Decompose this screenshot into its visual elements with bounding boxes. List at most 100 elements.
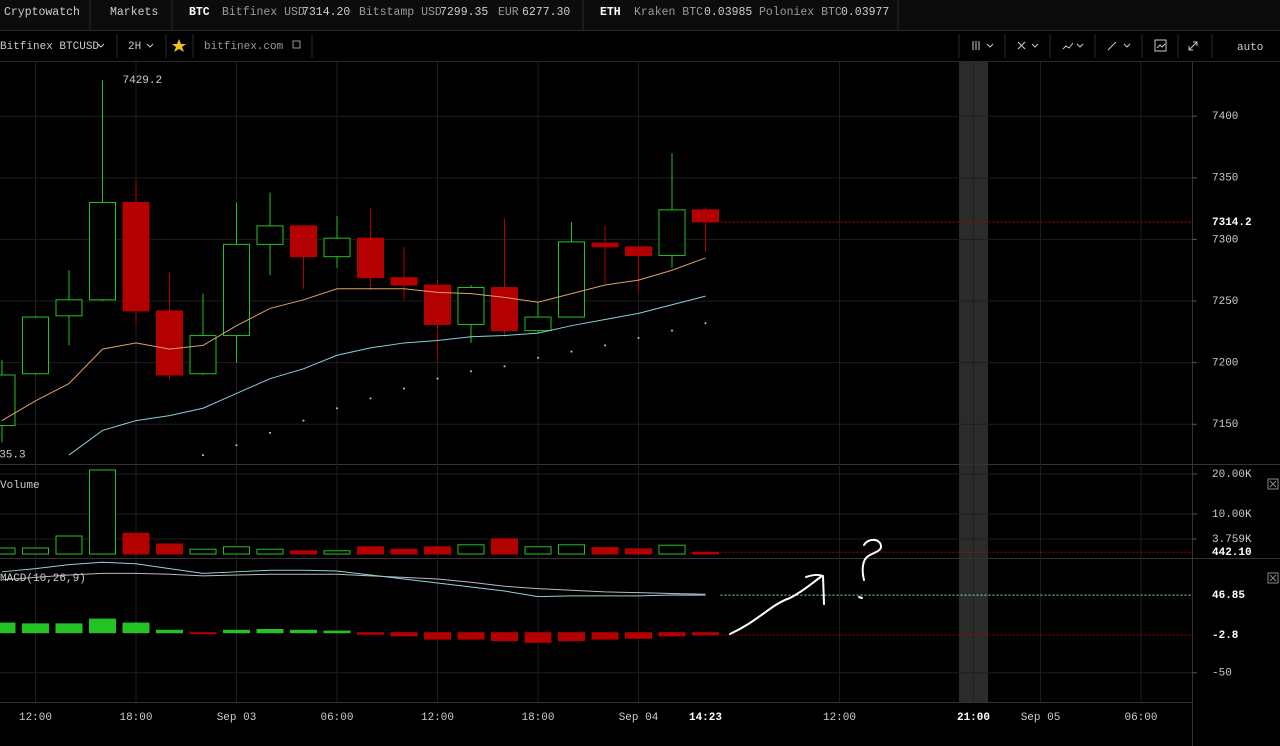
- sar-dot: [336, 407, 338, 410]
- y-tick-label: 10.00K: [1212, 509, 1252, 521]
- x-tick-label: 18:00: [521, 712, 554, 724]
- macd-histogram-bar: [357, 632, 384, 635]
- toolbar-icons[interactable]: [958, 34, 1213, 58]
- macd-histogram-bar: [692, 632, 719, 636]
- candle-body: [22, 316, 49, 375]
- exchange[interactable]: Kraken BTC: [634, 6, 703, 19]
- tab[interactable]: Markets: [110, 6, 158, 19]
- macd-histogram-bar: [591, 632, 619, 640]
- x-tick-label: 06:00: [1124, 712, 1157, 724]
- volume-bar: [122, 532, 150, 555]
- candle-body: [189, 335, 217, 375]
- scale-mode[interactable]: auto: [1237, 42, 1263, 54]
- volume-bar: [625, 548, 652, 555]
- sar-dot: [269, 431, 271, 434]
- macd-histogram-bar: [22, 623, 49, 634]
- last-value-label: -2.8: [1212, 630, 1239, 642]
- group-label[interactable]: ETH: [600, 6, 621, 19]
- sar-dot: [470, 370, 472, 373]
- volume-bar: [323, 550, 351, 555]
- tab-separators: [89, 0, 899, 30]
- candle-body: [558, 241, 585, 318]
- signal-line: [1, 572, 706, 595]
- x-tick-label: 21:00: [957, 712, 990, 724]
- y-tick-label: 20.00K: [1212, 469, 1252, 481]
- pair-select[interactable]: Bitfinex BTCUSD: [0, 41, 99, 53]
- volume-bar: [290, 550, 317, 555]
- sar-dot: [570, 350, 573, 353]
- sar-dot: [235, 444, 238, 447]
- interval-select[interactable]: 2H: [128, 41, 141, 53]
- candle-body: [390, 277, 418, 286]
- last-value-label: 46.85: [1212, 590, 1245, 602]
- volume-bar: [89, 469, 116, 555]
- volume-bar: [189, 548, 217, 555]
- moving-average: [68, 295, 706, 456]
- sar-dot: [302, 419, 305, 422]
- group-label[interactable]: BTC: [189, 6, 210, 19]
- x-tick-label: Sep 05: [1021, 712, 1061, 724]
- axis-layer: 12:00 18:00 Sep 03 06:00 12:00 18:00 Sep 04 12:…: [0, 75, 1252, 724]
- panel-label: Volume: [0, 480, 40, 492]
- macd-histogram-bar: [55, 623, 83, 634]
- sar-dot: [537, 356, 539, 359]
- price[interactable]: 0.03985: [704, 6, 752, 19]
- macd-line: [1, 561, 706, 598]
- macd-layer: [0, 561, 1192, 643]
- source-link[interactable]: bitfinex.com: [204, 41, 284, 53]
- external-icon: [292, 40, 301, 49]
- volume-bar: [357, 546, 384, 555]
- volume-bar: [256, 548, 284, 555]
- chevron: [97, 43, 105, 48]
- candle-body: [591, 242, 619, 248]
- sar-dot: [604, 344, 606, 347]
- candle-body: [625, 246, 652, 256]
- moving-average: [1, 257, 706, 422]
- macd-histogram-bar: [524, 632, 552, 643]
- candle-body: [0, 374, 16, 426]
- favorite-star[interactable]: [172, 39, 186, 52]
- panel-close[interactable]: [1267, 478, 1279, 584]
- candle-body: [357, 237, 384, 279]
- price[interactable]: 6277.30: [522, 6, 570, 19]
- tab[interactable]: Cryptowatch: [4, 6, 80, 19]
- x-tick-label: Sep 04: [619, 712, 659, 724]
- candle-body: [55, 299, 83, 317]
- exchange[interactable]: Bitstamp USD: [359, 6, 442, 19]
- macd-histogram-bar: [256, 628, 284, 634]
- last-price-label: 7314.2: [1212, 217, 1252, 229]
- candle-body: [256, 225, 284, 245]
- candle-body: [524, 316, 552, 332]
- exchange[interactable]: Poloniex BTC: [759, 6, 842, 19]
- candle-body: [290, 225, 317, 258]
- sar-dot: [704, 322, 707, 325]
- candle-body: [223, 243, 250, 337]
- macd-histogram-bar: [390, 632, 418, 637]
- candle-body: [323, 237, 351, 258]
- x-tick-label: 12:00: [19, 712, 52, 724]
- y-tick-label: -50: [1212, 668, 1232, 680]
- low-label: 7135.3: [0, 449, 26, 461]
- volume-bar: [55, 535, 83, 555]
- price[interactable]: 7299.35: [440, 6, 488, 19]
- volume-bar: [658, 544, 686, 555]
- price[interactable]: 7314.20: [302, 6, 350, 19]
- macd-histogram-bar: [122, 622, 150, 634]
- macd-histogram-bar: [223, 629, 250, 634]
- y-tick-label: 7250: [1212, 296, 1238, 308]
- price[interactable]: 0.03977: [841, 6, 889, 19]
- sar-dot: [671, 329, 673, 332]
- y-tick-label: 7200: [1212, 358, 1238, 370]
- sar-dot: [202, 454, 204, 457]
- chevron: [146, 43, 154, 48]
- y-tick-label: 7300: [1212, 234, 1238, 246]
- price-layer: 7135.3: [0, 80, 1192, 461]
- exchange[interactable]: Bitfinex USD: [222, 6, 305, 19]
- candle-body: [156, 310, 183, 376]
- volume-bar: [491, 538, 518, 555]
- y-tick-label: 7400: [1212, 111, 1238, 123]
- macd-histogram-bar: [558, 632, 585, 642]
- volume-bar: [457, 544, 485, 555]
- exchange[interactable]: EUR: [498, 6, 519, 19]
- candle-body: [122, 201, 150, 312]
